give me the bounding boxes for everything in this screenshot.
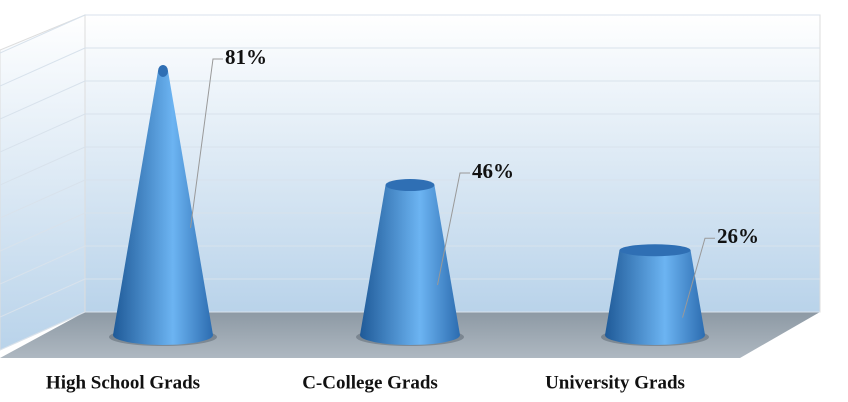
x-tick-label: C-College Grads [302, 372, 438, 393]
side-grid-line [0, 14, 86, 54]
side-grid-line [0, 80, 86, 120]
value-label: 81% [225, 45, 267, 69]
cone-top [158, 64, 168, 77]
side-grid-line [0, 113, 86, 153]
leader-line [190, 58, 223, 229]
side-grid-line [0, 179, 86, 219]
cone [113, 70, 213, 345]
cone-top [385, 179, 435, 192]
leader-line [437, 172, 470, 286]
x-tick-label: University Grads [545, 372, 685, 393]
side-grid-line [0, 146, 86, 186]
cone-top [619, 244, 691, 257]
marks: 81% High School Grads 46% C-College Grads 26… [46, 45, 759, 394]
x-tick-label: High School Grads [46, 372, 200, 393]
cone [605, 250, 705, 345]
value-label: 46% [472, 159, 514, 183]
cone [360, 185, 460, 345]
side-grid-line [0, 212, 86, 252]
value-label: 26% [717, 224, 759, 248]
left-wall [0, 14, 86, 351]
side-grid-line [0, 278, 86, 318]
leader-line [682, 237, 715, 318]
side-grid-line [0, 47, 86, 87]
side-grid-line [0, 311, 86, 351]
side-grid-line [0, 245, 86, 285]
